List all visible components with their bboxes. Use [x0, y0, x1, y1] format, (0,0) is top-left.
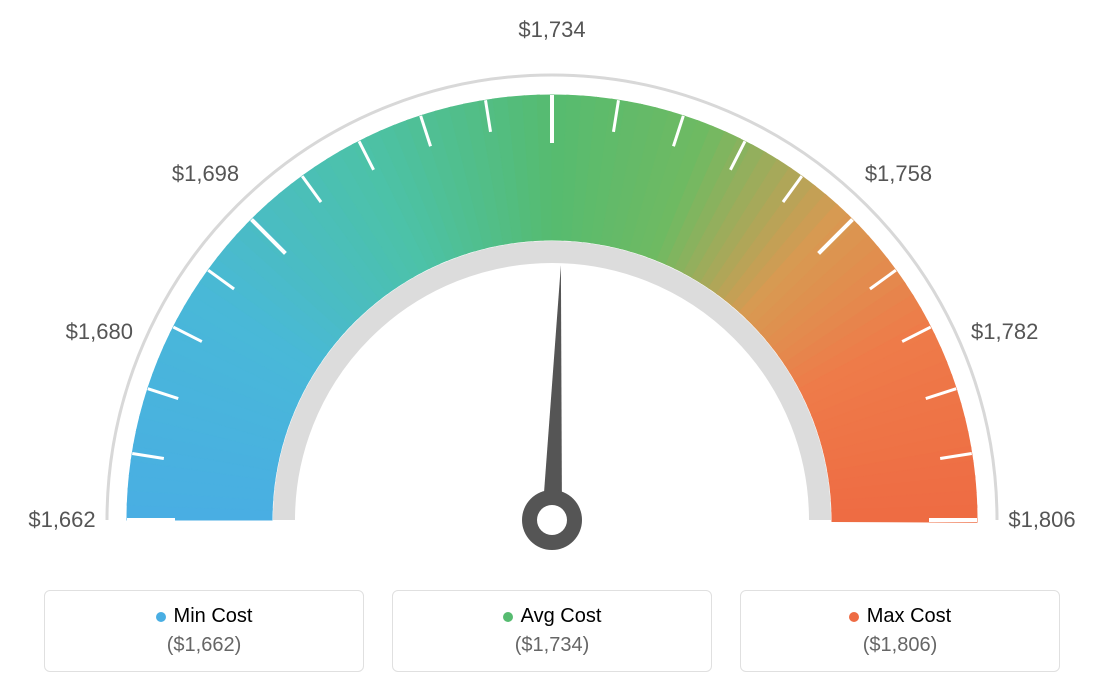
gauge-tick-label: $1,734 [518, 17, 585, 43]
legend-title-max: Max Cost [849, 605, 951, 628]
legend-value-min: ($1,662) [55, 634, 353, 657]
legend-title-min: Min Cost [156, 605, 253, 628]
gauge-tick-label: $1,782 [971, 319, 1038, 345]
legend-card-min: Min Cost ($1,662) [44, 590, 364, 672]
gauge-svg [0, 0, 1104, 560]
legend-value-max: ($1,806) [751, 634, 1049, 657]
legend-label: Max Cost [867, 605, 951, 628]
gauge-chart: $1,662 $1,680 $1,698 $1,734 $1,758 $1,782 $1,8… [0, 0, 1104, 560]
gauge-tick-label: $1,662 [28, 507, 95, 533]
dot-icon [503, 612, 513, 622]
legend-label: Min Cost [174, 605, 253, 628]
dot-icon [849, 612, 859, 622]
dot-icon [156, 612, 166, 622]
gauge-tick-label: $1,806 [1008, 507, 1075, 533]
legend-value-avg: ($1,734) [403, 634, 701, 657]
legend-title-avg: Avg Cost [503, 605, 602, 628]
gauge-tick-label: $1,698 [172, 161, 239, 187]
gauge-tick-label: $1,758 [865, 161, 932, 187]
legend-card-avg: Avg Cost ($1,734) [392, 590, 712, 672]
gauge-tick-label: $1,680 [66, 319, 133, 345]
legend-row: Min Cost ($1,662) Avg Cost ($1,734) Max … [0, 590, 1104, 672]
legend-card-max: Max Cost ($1,806) [740, 590, 1060, 672]
legend-label: Avg Cost [521, 605, 602, 628]
